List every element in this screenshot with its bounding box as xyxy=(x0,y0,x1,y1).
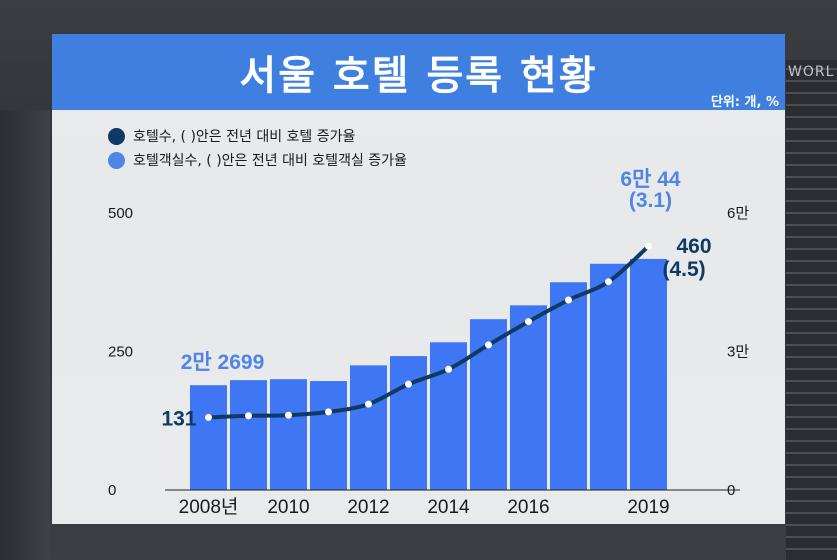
bar xyxy=(270,379,307,490)
line-point xyxy=(485,341,492,349)
annotation-first-bar: 2만 2699 xyxy=(181,351,265,374)
bar xyxy=(430,342,467,490)
background-building-left xyxy=(0,110,50,560)
bar xyxy=(550,282,587,490)
bar xyxy=(510,305,547,490)
legend-item-hotels: 호텔수, ( )안은 전년 대비 호텔 증가율 xyxy=(108,124,407,148)
line-point xyxy=(645,242,652,250)
annotation-first-line: 131 xyxy=(161,407,196,430)
bar xyxy=(350,365,387,490)
legend-dot-rooms xyxy=(108,151,125,169)
background-building-right xyxy=(786,60,837,560)
x-axis-tick: 2010 xyxy=(267,497,309,518)
legend-label-rooms: 호텔객실수, ( )안은 전년 대비 호텔객실 증가율 xyxy=(133,153,407,169)
annotation-last-line-rate: (4.5) xyxy=(663,258,706,281)
line-point xyxy=(285,411,292,419)
bar xyxy=(310,381,347,490)
chart-title: 서울 호텔 등록 현황 xyxy=(239,53,598,99)
x-axis-tick: 2016 xyxy=(507,497,549,518)
line-point xyxy=(525,318,532,326)
right-axis-tick: 6만 xyxy=(727,205,749,222)
title-bar: 서울 호텔 등록 현황 xyxy=(52,34,785,110)
left-axis-tick: 0 xyxy=(108,482,116,499)
right-axis-tick: 3만 xyxy=(727,344,749,361)
line-point xyxy=(405,380,412,388)
x-axis-tick: 2008년 xyxy=(179,496,239,518)
annotation-last-bar-rate: (3.1) xyxy=(629,189,672,212)
line-point xyxy=(605,278,612,286)
line-point xyxy=(205,413,212,421)
annotation-last-bar: 6만 44 xyxy=(620,168,681,191)
legend-label-hotels: 호텔수, ( )안은 전년 대비 호텔 증가율 xyxy=(133,129,356,145)
left-axis-tick: 250 xyxy=(108,344,133,361)
line-point xyxy=(365,400,372,408)
line-point xyxy=(565,296,572,304)
line-point xyxy=(245,412,252,420)
x-axis-tick: 2012 xyxy=(347,497,389,518)
legend-item-rooms: 호텔객실수, ( )안은 전년 대비 호텔객실 증가율 xyxy=(108,148,407,172)
bar xyxy=(190,385,227,490)
legend-dot-hotels xyxy=(108,127,125,145)
bar xyxy=(590,263,627,490)
bar xyxy=(390,356,427,490)
annotation-last-line: 460 xyxy=(677,235,712,258)
background-sign: WORL xyxy=(788,64,835,80)
bar xyxy=(230,380,267,490)
x-axis-tick: 2019 xyxy=(627,497,669,518)
legend: 호텔수, ( )안은 전년 대비 호텔 증가율 호텔객실수, ( )안은 전년 … xyxy=(108,124,407,172)
line-point xyxy=(445,365,452,373)
unit-label: 단위: 개, % xyxy=(710,95,779,110)
line-point xyxy=(325,408,332,416)
x-axis-tick: 2014 xyxy=(427,497,470,518)
left-axis-tick: 500 xyxy=(108,205,133,222)
bar xyxy=(630,258,667,490)
